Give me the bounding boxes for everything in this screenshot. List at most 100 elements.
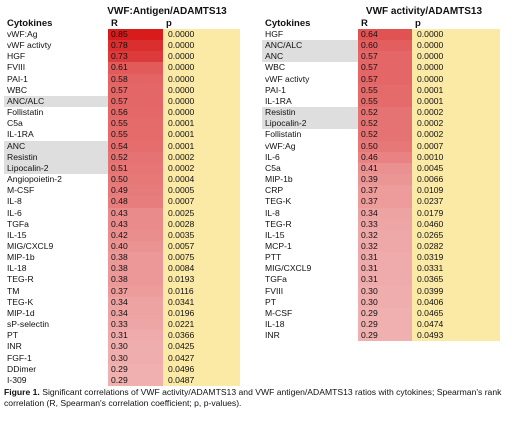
cytokine-name: IL-6: [265, 151, 280, 162]
p-value: 0.0493: [412, 330, 500, 342]
table-row: MIP-1b 0.38 0.0075: [4, 252, 240, 264]
p-value: 0.0002: [412, 129, 500, 141]
cytokine-name: IL-8: [265, 207, 280, 218]
table-row: C5a 0.55 0.0001: [4, 118, 240, 130]
table-row: vWF activty 0.78 0.0000: [4, 40, 240, 52]
left-table-rows: vWF:Ag 0.85 0.0000 vWF activty 0.78 0.0000 HGF…: [4, 29, 240, 386]
table-row: Resistin 0.52 0.0002: [262, 107, 500, 119]
left-table-title: VWF:Antigen/ADAMTS13: [107, 6, 227, 17]
p-value: 0.0265: [412, 229, 500, 241]
cytokine-name: WBC: [265, 62, 286, 73]
cytokine-name: IL-18: [7, 263, 27, 274]
table-row: C5a 0.41 0.0045: [262, 162, 500, 175]
table-row: sP-selectin 0.33 0.0221: [4, 319, 240, 331]
cytokine-name: MIP-1d: [7, 307, 35, 318]
p-value: 0.0465: [412, 307, 500, 320]
table-row: Follistatin 0.56 0.0000: [4, 107, 240, 119]
table-row: IL-18 0.38 0.0084: [4, 263, 240, 275]
p-value: 0.0007: [163, 196, 240, 208]
r-value: 0.37: [108, 285, 163, 297]
table-row: Lipocalin-2 0.51 0.0002: [4, 162, 240, 175]
p-value: 0.0000: [412, 40, 500, 52]
p-value: 0.0000: [412, 73, 500, 85]
table-row: Angiopoietin-2 0.50 0.0004: [4, 174, 240, 186]
r-value: 0.41: [358, 162, 412, 175]
cytokine-name: vWF:Ag: [265, 140, 296, 151]
table-row: PAI-1 0.55 0.0001: [262, 84, 500, 96]
r-value: 0.31: [108, 330, 163, 342]
r-value: 0.52: [358, 107, 412, 119]
table-row: CRP 0.37 0.0109: [262, 185, 500, 197]
p-value: 0.0005: [163, 185, 240, 197]
cytokine-name: ANC/ALC: [4, 95, 108, 108]
p-value: 0.0002: [163, 151, 240, 163]
r-value: 0.60: [358, 40, 412, 52]
cytokine-name: IL-8: [7, 196, 22, 207]
p-value: 0.0487: [163, 374, 240, 386]
p-value: 0.0237: [412, 196, 500, 208]
p-value: 0.0010: [412, 151, 500, 163]
cytokine-name: IL-15: [7, 229, 27, 240]
r-value: 0.29: [108, 374, 163, 386]
cytokine-name: sP-selectin: [7, 319, 50, 330]
p-value: 0.0196: [163, 307, 240, 320]
r-value: 0.31: [358, 252, 412, 264]
figure-caption: Figure 1. Significant correlations of VW…: [4, 387, 516, 409]
cytokine-name: IL-18: [265, 319, 285, 330]
r-value: 0.57: [358, 62, 412, 74]
r-value: 0.57: [358, 73, 412, 85]
table-row: TM 0.37 0.0116: [4, 285, 240, 297]
p-value: 0.0406: [412, 296, 500, 308]
r-value: 0.61: [108, 62, 163, 74]
cytokine-name: INR: [7, 341, 22, 352]
cytokine-name: MIP-1b: [7, 252, 35, 263]
table-row: ANC/ALC 0.57 0.0000: [4, 95, 240, 108]
cytokine-name: FGF-1: [7, 352, 32, 363]
table-row: vWF activty 0.57 0.0000: [262, 73, 500, 85]
cytokine-name: Follistatin: [7, 107, 44, 118]
cytokine-name: vWF activty: [7, 40, 52, 51]
r-value: 0.55: [108, 129, 163, 141]
cytokine-name: vWF:Ag: [7, 29, 38, 39]
caption-text: Significant correlations of VWF activity…: [4, 387, 502, 408]
r-value: 0.33: [358, 218, 412, 230]
cytokine-name: FVIII: [7, 62, 26, 73]
table-row: IL-6 0.46 0.0010: [262, 151, 500, 163]
r-value: 0.34: [108, 296, 163, 308]
cytokine-name: INR: [265, 330, 280, 341]
table-row: IL-8 0.48 0.0007: [4, 196, 240, 208]
p-value: 0.0331: [412, 263, 500, 275]
p-value: 0.0000: [163, 107, 240, 119]
table-row: FVIII 0.61 0.0000: [4, 62, 240, 74]
p-value: 0.0002: [412, 107, 500, 119]
p-value: 0.0000: [163, 29, 240, 41]
p-value: 0.0399: [412, 285, 500, 297]
cytokine-name: Angiopoietin-2: [7, 174, 62, 185]
r-value: 0.29: [358, 330, 412, 342]
cytokine-name: Resistin: [4, 151, 108, 163]
right-col-p: p: [415, 18, 421, 29]
p-value: 0.0045: [412, 162, 500, 175]
table-row: IL-6 0.43 0.0025: [4, 207, 240, 219]
p-value: 0.0000: [412, 62, 500, 74]
r-value: 0.57: [108, 84, 163, 96]
r-value: 0.30: [358, 285, 412, 297]
r-value: 0.39: [358, 174, 412, 186]
table-row: IL-1RA 0.55 0.0001: [4, 129, 240, 141]
cytokine-name: PAI-1: [7, 73, 28, 84]
table-row: MIP-1d 0.34 0.0196: [4, 307, 240, 320]
r-value: 0.32: [358, 240, 412, 253]
p-value: 0.0004: [163, 174, 240, 186]
right-table-title: VWF activity/ADAMTS13: [365, 6, 483, 17]
r-value: 0.33: [108, 319, 163, 331]
p-value: 0.0282: [412, 240, 500, 253]
p-value: 0.0319: [412, 252, 500, 264]
table-row: WBC 0.57 0.0000: [4, 84, 240, 96]
r-value: 0.50: [358, 140, 412, 152]
p-value: 0.0366: [163, 330, 240, 342]
cytokine-name: Resistin: [262, 107, 358, 119]
table-row: WBC 0.57 0.0000: [262, 62, 500, 74]
p-value: 0.0001: [163, 118, 240, 130]
table-row: vWF:Ag 0.85 0.0000: [4, 29, 240, 41]
p-value: 0.0425: [163, 341, 240, 353]
